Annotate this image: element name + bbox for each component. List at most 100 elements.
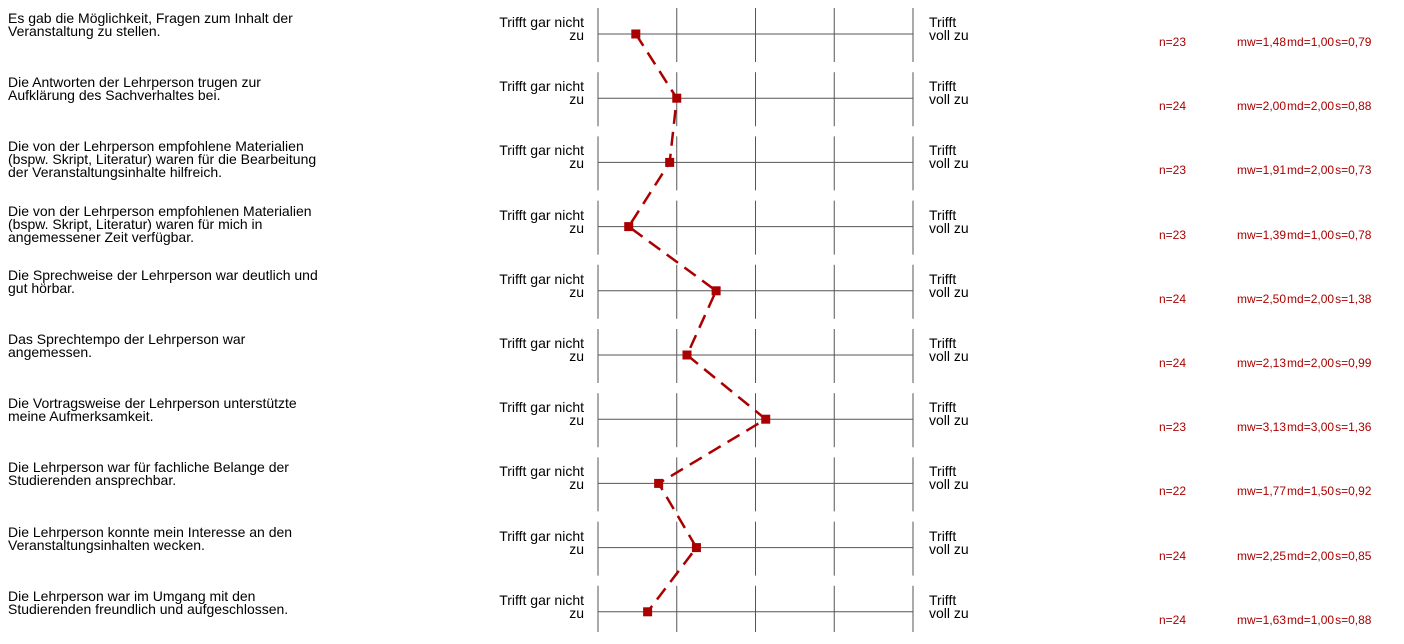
- stat-mw: mw=1,48: [1237, 35, 1287, 49]
- mean-marker: [682, 350, 692, 360]
- right-scale-label: Trifft voll zu: [929, 142, 969, 172]
- question-text: Die von der Lehrperson empfohlenen Mater…: [8, 202, 312, 245]
- stat-mw: mw=2,25: [1237, 548, 1287, 563]
- stat-mw: mw=2,00: [1237, 99, 1287, 114]
- stat-mw: mw=1,39: [1237, 227, 1287, 242]
- right-scale-label: Trifft voll zu: [929, 206, 969, 236]
- question-text: Die Lehrperson konnte mein Interesse an …: [8, 523, 293, 553]
- sample-size: n=23: [1159, 35, 1187, 49]
- mean-marker: [761, 414, 771, 424]
- statistics: mw=3,13md=3,00s=1,36: [1237, 420, 1372, 434]
- question-text: Die Lehrperson war im Umgang mit den Stu…: [8, 587, 289, 617]
- statistics: mw=1,63md=1,00s=0,88: [1237, 613, 1372, 627]
- question-row: Die Lehrperson war für fachliche Belange…: [0, 451, 1404, 515]
- sample-size: n=24: [1159, 291, 1187, 306]
- stat-s: s=0,88: [1335, 99, 1372, 114]
- stat-s: s=1,38: [1335, 291, 1372, 306]
- question-row: Die Antworten der Lehrperson trugen zur …: [0, 66, 1404, 130]
- sample-size: n=24: [1159, 548, 1187, 563]
- stat-s: s=0,85: [1335, 548, 1372, 563]
- right-scale-label: Trifft voll zu: [929, 463, 969, 493]
- statistics: mw=1,39md=1,00s=0,78: [1237, 228, 1372, 242]
- mean-marker: [654, 478, 664, 488]
- left-scale-label: Trifft gar nicht zu: [499, 270, 584, 300]
- sample-size: n=23: [1159, 420, 1187, 435]
- question-row: Die von der Lehrperson empfohlenen Mater…: [0, 195, 1404, 259]
- right-scale-label: Trifft voll zu: [929, 399, 969, 429]
- sample-size: n=23: [1159, 227, 1187, 242]
- profile-line: [627, 33, 768, 613]
- mean-marker: [691, 543, 701, 553]
- mean-marker: [631, 29, 641, 39]
- stat-s: s=0,99: [1335, 356, 1372, 370]
- left-scale-label: Trifft gar nicht zu: [499, 78, 584, 108]
- question-row: Die Lehrperson war im Umgang mit den Stu…: [0, 580, 1404, 644]
- stat-mw: mw=2,50: [1237, 291, 1287, 306]
- stat-s: s=0,88: [1335, 612, 1372, 627]
- question-text: Die Vortragsweise der Lehrperson unterst…: [8, 395, 297, 425]
- mean-marker: [624, 222, 634, 232]
- question-row: Das Sprechtempo der Lehrperson war angem…: [0, 323, 1404, 387]
- stat-s: s=1,36: [1335, 420, 1372, 435]
- right-scale-label: Trifft voll zu: [929, 78, 969, 108]
- question-row: Die Vortragsweise der Lehrperson unterst…: [0, 387, 1404, 451]
- question-text: Die Sprechweise der Lehrperson war deutl…: [8, 266, 318, 296]
- sample-size: n=24: [1159, 99, 1187, 114]
- left-scale-label: Trifft gar nicht zu: [499, 591, 584, 621]
- question-text: Es gab die Möglichkeit, Fragen zum Inhal…: [8, 10, 293, 39]
- stat-md: md=2,00: [1287, 99, 1335, 114]
- question-text: Die von der Lehrperson empfohlene Materi…: [8, 138, 317, 181]
- question-row: Die von der Lehrperson empfohlene Materi…: [0, 130, 1404, 194]
- right-scale-label: Trifft voll zu: [929, 14, 969, 43]
- statistics: mw=1,91md=2,00s=0,73: [1237, 163, 1372, 177]
- left-scale-label: Trifft gar nicht zu: [499, 206, 584, 236]
- left-scale-label: Trifft gar nicht zu: [499, 142, 584, 172]
- left-scale-label: Trifft gar nicht zu: [499, 463, 584, 493]
- statistics: mw=2,50md=2,00s=1,38: [1237, 292, 1372, 306]
- question-text: Die Antworten der Lehrperson trugen zur …: [8, 74, 261, 104]
- sample-size: n=24: [1159, 356, 1187, 370]
- left-scale-label: Trifft gar nicht zu: [499, 14, 584, 43]
- right-scale-label: Trifft voll zu: [929, 270, 969, 300]
- left-scale-label: Trifft gar nicht zu: [499, 335, 584, 364]
- sample-size: n=23: [1159, 163, 1187, 178]
- question-row: Es gab die Möglichkeit, Fragen zum Inhal…: [0, 2, 1404, 66]
- question-text: Das Sprechtempo der Lehrperson war angem…: [8, 331, 246, 360]
- statistics: mw=1,48md=1,00s=0,79: [1237, 35, 1372, 49]
- stat-md: md=3,00: [1287, 420, 1335, 435]
- statistics: mw=2,13md=2,00s=0,99: [1237, 356, 1372, 370]
- stat-s: s=0,92: [1335, 484, 1372, 499]
- sample-size: n=24: [1159, 612, 1187, 627]
- stat-md: md=2,00: [1287, 291, 1335, 306]
- question-row: Die Lehrperson konnte mein Interesse an …: [0, 516, 1404, 580]
- question-text: Die Lehrperson war für fachliche Belange…: [8, 459, 289, 489]
- statistics: mw=2,00md=2,00s=0,88: [1237, 99, 1372, 113]
- mean-marker: [711, 286, 721, 296]
- stat-md: md=1,00: [1287, 612, 1335, 627]
- left-scale-label: Trifft gar nicht zu: [499, 399, 584, 429]
- statistics: mw=1,77md=1,50s=0,92: [1237, 484, 1372, 498]
- left-scale-label: Trifft gar nicht zu: [499, 527, 584, 557]
- stat-mw: mw=2,13: [1237, 356, 1287, 370]
- stat-md: md=2,00: [1287, 548, 1335, 563]
- stat-mw: mw=1,91: [1237, 163, 1287, 178]
- stat-mw: mw=1,63: [1237, 612, 1287, 627]
- right-scale-label: Trifft voll zu: [929, 335, 969, 364]
- stat-md: md=2,00: [1287, 163, 1335, 178]
- right-scale-label: Trifft voll zu: [929, 527, 969, 557]
- stat-s: s=0,78: [1335, 227, 1372, 242]
- stat-mw: mw=1,77: [1237, 484, 1287, 499]
- question-row: Die Sprechweise der Lehrperson war deutl…: [0, 259, 1404, 323]
- stat-md: md=1,00: [1287, 227, 1335, 242]
- stat-s: s=0,73: [1335, 163, 1372, 178]
- right-scale-label: Trifft voll zu: [929, 591, 969, 621]
- stat-mw: mw=3,13: [1237, 420, 1287, 435]
- sample-size: n=22: [1159, 484, 1187, 499]
- mean-marker: [672, 93, 682, 103]
- stat-md: md=1,50: [1287, 484, 1335, 499]
- statistics: mw=2,25md=2,00s=0,85: [1237, 549, 1372, 563]
- mean-marker: [643, 607, 653, 617]
- stat-md: md=2,00: [1287, 356, 1335, 370]
